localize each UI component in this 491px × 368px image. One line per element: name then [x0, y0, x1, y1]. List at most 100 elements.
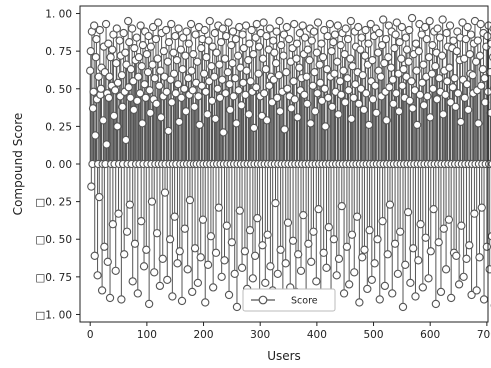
stem-marker — [91, 53, 101, 62]
stem-marker — [337, 201, 346, 211]
stem-marker — [421, 233, 430, 242]
stem-marker — [418, 78, 427, 87]
stem-marker — [399, 65, 408, 74]
stem-marker — [337, 90, 346, 99]
stem-marker — [92, 34, 101, 44]
stem-marker — [104, 39, 113, 48]
stem-marker — [261, 278, 270, 288]
stem-marker — [314, 204, 323, 214]
stem-marker — [196, 253, 205, 262]
stem-marker — [433, 24, 442, 33]
stem-marker — [471, 57, 481, 66]
stem-marker — [223, 68, 233, 77]
stem-marker — [388, 289, 397, 298]
stem-marker — [258, 54, 268, 63]
stem-marker — [206, 232, 216, 241]
stem-marker — [229, 92, 238, 101]
x-axis: 0 100 200 300 400 500 600 700 — [87, 322, 491, 341]
stem-marker — [241, 21, 251, 30]
stem-marker — [329, 235, 339, 244]
stem-marker — [205, 16, 214, 26]
stem-marker — [293, 113, 302, 122]
stem-marker — [110, 86, 120, 95]
stem-marker — [356, 45, 365, 54]
stem-marker — [464, 105, 473, 114]
stem-marker — [488, 160, 491, 168]
stem-marker — [481, 98, 490, 107]
stem-marker — [442, 28, 451, 38]
stem-marker — [237, 101, 246, 110]
stem-marker — [177, 296, 187, 306]
stem-marker — [441, 90, 450, 99]
stem-marker — [270, 48, 279, 57]
stem-marker — [419, 60, 428, 69]
stem-marker — [117, 71, 127, 80]
y-tick-label: 1. 00 — [45, 9, 72, 21]
stem-marker — [378, 217, 387, 226]
stem-marker — [307, 257, 316, 266]
stem-marker — [332, 271, 341, 280]
stem-marker — [437, 51, 447, 60]
stem-marker — [225, 80, 234, 89]
stem-marker — [126, 65, 136, 74]
stem-marker — [138, 40, 148, 50]
stem-marker — [426, 247, 435, 256]
stem-marker — [103, 257, 112, 266]
stem-marker — [215, 93, 225, 102]
stem-marker — [233, 51, 243, 60]
stem-marker — [322, 263, 331, 272]
stem-marker — [419, 101, 429, 110]
stem-marker — [346, 54, 355, 63]
stem-marker — [144, 31, 153, 41]
y-tick-label: □0. 25 — [35, 197, 72, 209]
stem-marker — [289, 77, 298, 86]
stem-marker — [449, 36, 458, 45]
stem-marker — [313, 89, 322, 98]
stem-marker — [203, 110, 212, 119]
stem-marker — [113, 122, 122, 131]
stem-marker — [254, 69, 263, 78]
stem-marker — [218, 24, 227, 33]
stem-marker — [389, 99, 398, 108]
stem-marker — [213, 84, 222, 93]
stem-marker — [362, 89, 371, 98]
stem-marker — [112, 24, 121, 33]
stem-marker — [330, 69, 339, 78]
stem-marker — [218, 75, 227, 84]
stem-marker — [261, 65, 271, 74]
stem-marker — [156, 113, 166, 122]
stem-marker — [273, 269, 282, 278]
stem-marker — [269, 36, 278, 45]
stem-marker — [237, 263, 247, 272]
stem-marker — [411, 292, 420, 301]
stem-marker — [210, 28, 220, 38]
stem-marker — [282, 22, 291, 32]
stem-marker — [392, 18, 401, 27]
stem-marker — [258, 241, 267, 250]
stem-marker — [125, 37, 134, 47]
stem-marker — [170, 212, 179, 221]
stem-marker — [203, 260, 213, 269]
stem-marker — [141, 93, 150, 102]
stem-marker — [474, 119, 483, 128]
stem-marker — [343, 74, 352, 83]
stem-marker — [295, 28, 305, 38]
stem-marker — [108, 45, 117, 54]
stem-marker — [114, 209, 123, 218]
stem-marker — [424, 274, 433, 283]
stem-marker — [371, 81, 380, 90]
stem-marker — [175, 117, 184, 127]
y-tick-label: 0. 25 — [45, 121, 72, 133]
stem-marker — [367, 275, 376, 285]
stem-marker — [453, 89, 463, 98]
stem-marker — [432, 95, 442, 104]
stem-marker — [343, 34, 353, 44]
stem-marker — [177, 93, 186, 102]
stem-marker — [265, 24, 274, 33]
stem-marker — [194, 92, 203, 101]
stem-marker — [312, 277, 321, 286]
stem-marker — [207, 62, 216, 71]
stem-marker — [167, 19, 176, 29]
y-tick-label: □0. 75 — [35, 272, 72, 284]
stem-marker — [423, 92, 432, 101]
